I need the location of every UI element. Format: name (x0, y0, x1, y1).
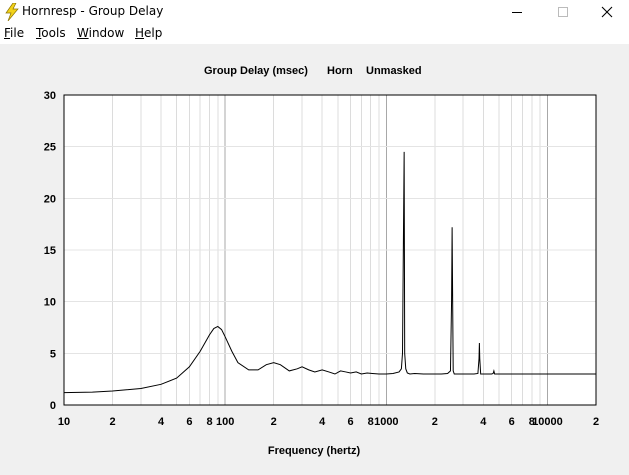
x-tick-label: 8 (368, 416, 374, 428)
x-axis-label: Frequency (hertz) (268, 445, 361, 457)
y-tick-labels: 0 5 10 15 20 25 30 (44, 90, 56, 412)
chart-area: Group Delay (msec) Horn Unmasked 0 5 10 15 2… (0, 44, 629, 475)
x-tick-label: 1000 (374, 416, 398, 428)
minimize-button[interactable] (494, 0, 540, 24)
menu-tools-rest: ools (41, 26, 66, 40)
x-tick-label: 4 (319, 416, 326, 428)
group-delay-curve (63, 151, 596, 394)
menu-tools-accel: T (36, 26, 42, 40)
x-tick-label: 10 (58, 416, 70, 428)
grid-lines (64, 95, 596, 405)
y-tick-label: 5 (50, 348, 56, 360)
x-tick-label: 6 (186, 416, 192, 428)
menu-window[interactable]: Window (77, 26, 124, 40)
menu-file[interactable]: File (4, 26, 24, 40)
maximize-button[interactable] (540, 0, 586, 24)
x-tick-label: 4 (158, 416, 165, 428)
x-tick-label: 2 (593, 416, 599, 428)
x-tick-label: 8 (206, 416, 212, 428)
menu-window-rest: indow (88, 26, 125, 40)
menu-file-rest: ile (10, 26, 25, 40)
chart-title-measure: Group Delay (msec) (204, 65, 308, 77)
minimize-icon (512, 12, 522, 13)
chart-title-mask: Unmasked (366, 65, 422, 77)
y-tick-label: 30 (44, 90, 56, 102)
x-tick-label: 2 (109, 416, 115, 428)
y-tick-label: 25 (44, 142, 56, 154)
x-tick-label: 10000 (532, 416, 563, 428)
close-button[interactable] (584, 0, 629, 24)
menu-help-rest: elp (144, 26, 163, 40)
y-tick-label: 20 (44, 193, 56, 205)
window-title: Hornresp - Group Delay (22, 4, 164, 18)
maximize-icon (558, 7, 568, 17)
x-tick-label: 6 (348, 416, 354, 428)
menu-tools[interactable]: Tools (36, 26, 66, 40)
x-tick-label: 2 (432, 416, 438, 428)
menu-file-accel: F (4, 26, 11, 40)
x-tick-label: 8 (529, 416, 535, 428)
x-tick-label: 4 (480, 416, 487, 428)
y-tick-label: 0 (50, 400, 56, 412)
chart-title-mode: Horn (327, 65, 353, 77)
group-delay-chart: Group Delay (msec) Horn Unmasked 0 5 10 15 2… (44, 65, 599, 457)
close-icon (601, 6, 613, 18)
title-bar: Hornresp - Group Delay (0, 0, 629, 24)
menu-bar: File Tools Window Help (0, 24, 629, 44)
x-tick-label: 6 (509, 416, 515, 428)
x-tick-label: 100 (216, 416, 234, 428)
menu-window-accel: W (77, 26, 89, 40)
menu-help-accel: H (135, 26, 145, 40)
y-tick-label: 10 (44, 297, 56, 309)
menu-help[interactable]: Help (135, 26, 162, 40)
x-tick-label: 2 (271, 416, 277, 428)
y-tick-label: 15 (44, 245, 56, 257)
plot-frame (63, 94, 597, 406)
lightning-bolt-icon (5, 3, 19, 21)
